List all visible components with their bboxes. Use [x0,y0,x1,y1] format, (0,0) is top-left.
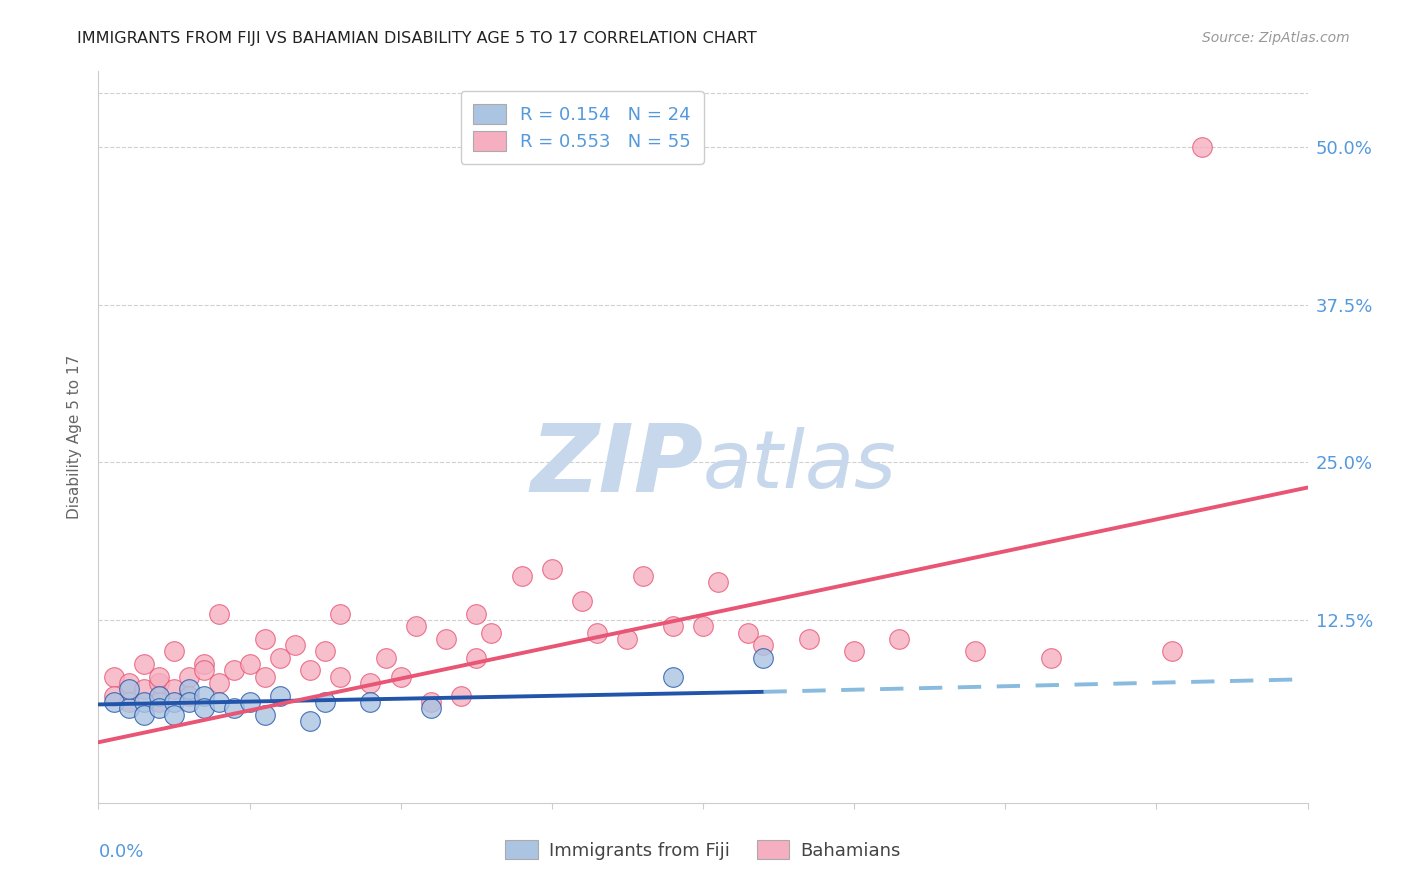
Point [631,569,654,583]
Point [239,695,262,709]
Point [269,689,291,703]
Point [179,689,201,703]
Text: IMMIGRANTS FROM FIJI VS BAHAMIAN DISABILITY AGE 5 TO 17 CORRELATION CHART: IMMIGRANTS FROM FIJI VS BAHAMIAN DISABIL… [77,31,756,46]
Point [465,607,488,621]
Point [132,695,155,709]
Point [253,632,276,646]
Point [284,638,307,652]
Point [193,657,215,671]
Point [571,594,593,608]
Text: 0.0%: 0.0% [98,843,143,861]
Point [208,607,231,621]
Point [661,670,683,684]
Point [239,657,262,671]
Point [420,695,443,709]
Point [360,695,382,709]
Point [148,670,170,684]
Point [329,670,352,684]
Point [208,695,231,709]
Point [148,676,170,690]
Point [299,664,322,678]
Point [208,676,231,690]
Point [132,657,155,671]
Y-axis label: Disability Age 5 to 17: Disability Age 5 to 17 [67,355,83,519]
Point [224,701,246,715]
Point [465,650,488,665]
Point [586,625,609,640]
Point [692,619,714,633]
Point [224,664,246,678]
Point [163,695,186,709]
Point [163,707,186,722]
Point [269,650,291,665]
Point [616,632,638,646]
Point [132,682,155,697]
Text: Source: ZipAtlas.com: Source: ZipAtlas.com [1202,31,1350,45]
Point [299,714,322,728]
Point [1039,650,1062,665]
Point [1160,644,1182,658]
Point [661,619,683,633]
Point [389,670,412,684]
Point [179,695,201,709]
Point [148,695,170,709]
Point [132,707,155,722]
Point [965,644,987,658]
Point [360,676,382,690]
Point [193,689,215,703]
Point [889,632,911,646]
Point [103,670,125,684]
Point [163,682,186,697]
Point [118,682,141,697]
Point [148,701,170,715]
Point [450,689,472,703]
Point [253,670,276,684]
Point [707,575,730,590]
Point [253,707,276,722]
Point [148,689,170,703]
Point [434,632,457,646]
Point [329,607,352,621]
Point [420,701,443,715]
Text: ZIP: ZIP [530,420,703,512]
Point [797,632,820,646]
Point [1191,140,1213,154]
Point [752,650,775,665]
Point [737,625,759,640]
Point [163,644,186,658]
Point [510,569,533,583]
Point [118,676,141,690]
Point [314,644,336,658]
Point [193,701,215,715]
Point [179,670,201,684]
Point [752,638,775,652]
Point [118,701,141,715]
Point [118,695,141,709]
Point [481,625,503,640]
Point [103,689,125,703]
Point [540,562,562,576]
Point [314,695,336,709]
Point [103,695,125,709]
Point [193,664,215,678]
Point [844,644,866,658]
Legend: Immigrants from Fiji, Bahamians: Immigrants from Fiji, Bahamians [498,832,908,867]
Point [179,682,201,697]
Text: atlas: atlas [703,427,897,506]
Point [405,619,427,633]
Point [374,650,396,665]
